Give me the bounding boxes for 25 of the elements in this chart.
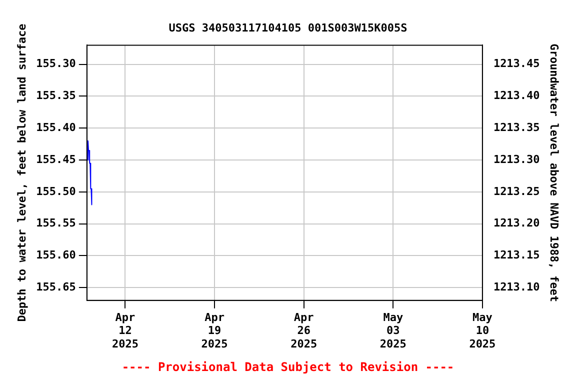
y-tick-label: 155.30 (36, 57, 76, 70)
y2-tick-label: 1213.10 (493, 280, 540, 294)
y-tick-label: 155.65 (36, 280, 76, 294)
y2-tick-label: 1213.40 (493, 89, 540, 102)
chart-title: USGS 340503117104105 001S003W15K005S (168, 21, 408, 34)
y-tick-label: 155.55 (36, 216, 76, 230)
y2-axis-title: Groundwater level above NAVD 1988, feet (548, 44, 561, 302)
y-axis-title: Depth to water level, feet below land surface (15, 23, 28, 322)
y-tick-label: 155.35 (36, 89, 76, 102)
y-tick-label: 155.45 (36, 152, 76, 166)
x-tick-label: May 10 2025 (469, 310, 496, 350)
y2-tick-label: 1213.20 (493, 216, 540, 230)
text: ---- Provisional Data Subject to Revision ---- (120, 360, 456, 374)
y2-tick-label: 1213.30 (493, 152, 540, 166)
x-tick-label: Apr 19 2025 (201, 310, 228, 350)
x-tick-label: Apr 26 2025 (290, 310, 318, 350)
x-tick-label: Apr 12 2025 (112, 310, 138, 350)
y-tick-label: 155.60 (36, 248, 76, 262)
y2-tick-label: 1213.15 (493, 248, 540, 262)
y2-tick-label: 1213.45 (493, 57, 540, 70)
y2-tick-label: 1213.25 (493, 184, 540, 198)
y2-tick-label: 1213.35 (493, 121, 540, 134)
y-tick-label: 155.40 (36, 121, 76, 134)
x-tick-label: May 03 2025 (380, 310, 406, 350)
y-tick-label: 155.50 (36, 184, 76, 198)
